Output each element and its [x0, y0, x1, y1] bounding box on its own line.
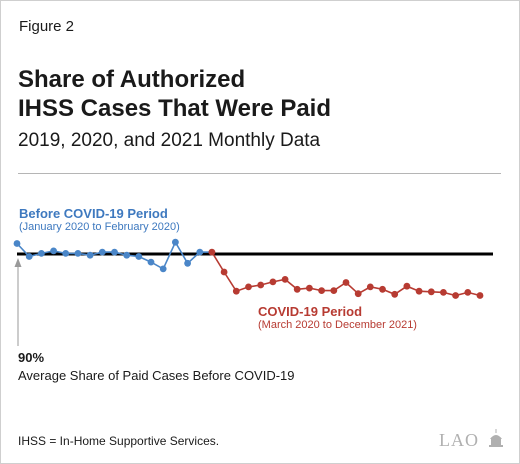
lao-logo: LAO [439, 429, 503, 450]
svg-text:LAO: LAO [439, 430, 479, 450]
before-covid-point [172, 238, 179, 246]
line-chart [13, 238, 493, 346]
covid-period-point [245, 283, 252, 291]
before-period-label: Before COVID-19 Period [19, 206, 168, 221]
covid-period-point [281, 276, 289, 283]
before-covid-point [196, 248, 204, 256]
covid-period-point [306, 284, 313, 292]
covid-period-range: (March 2020 to December 2021) [258, 319, 417, 331]
before-covid-point [62, 250, 70, 257]
covid-period-point [220, 268, 228, 276]
covid-period-point [342, 279, 350, 286]
covid-period-series [208, 248, 484, 299]
covid-period-line [211, 251, 481, 297]
before-covid-point [159, 265, 167, 273]
title-line-2: IHSS Cases That Were Paid [18, 95, 332, 122]
covid-period-point [293, 285, 301, 293]
before-covid-point [98, 248, 106, 256]
covid-period-point [391, 290, 399, 298]
before-covid-point [147, 258, 155, 266]
chart-subtitle: 2019, 2020, and 2021 Monthly Data [18, 130, 321, 151]
before-covid-point [38, 250, 45, 257]
covid-period-point [464, 289, 472, 296]
before-covid-line [16, 240, 201, 271]
before-covid-point [13, 240, 21, 247]
figure-label: Figure 2 [19, 18, 75, 35]
reference-arrow [14, 258, 22, 346]
before-covid-point [184, 259, 192, 267]
before-covid-series [13, 238, 204, 273]
covid-period-point [440, 289, 447, 296]
covid-period-point [318, 287, 325, 294]
covid-period-point [452, 292, 459, 299]
before-covid-point [86, 251, 94, 259]
covid-period-point [415, 287, 423, 295]
title-divider [18, 173, 501, 174]
before-covid-point [135, 253, 143, 260]
before-covid-point [50, 247, 57, 255]
covid-period-point [403, 282, 411, 290]
covid-period-label: COVID-19 Period [258, 304, 363, 319]
covid-period-point [427, 288, 435, 296]
covid-period-point [330, 287, 338, 294]
covid-period-point [379, 285, 386, 293]
covid-period-point [476, 292, 484, 299]
footnote: IHSS = In-Home Supportive Services. [18, 434, 220, 448]
chart-title: Share of Authorized IHSS Cases That Were… [18, 65, 488, 123]
before-covid-point [111, 248, 118, 256]
before-covid-point [25, 253, 33, 260]
covid-period-point [208, 248, 216, 256]
before-period-range: (January 2020 to February 2020) [19, 221, 180, 233]
covid-period-point [232, 287, 240, 295]
covid-period-point [257, 281, 265, 289]
reference-value: 90% [18, 350, 45, 365]
covid-period-point [269, 278, 277, 286]
reference-label: Average Share of Paid Cases Before COVID… [18, 368, 295, 383]
title-line-1: Share of Authorized [18, 66, 246, 93]
covid-period-point [366, 283, 374, 291]
before-covid-point [74, 250, 82, 257]
covid-period-point [354, 290, 362, 298]
before-covid-point [123, 251, 131, 259]
series-layer [13, 238, 484, 299]
capitol-dome-icon [489, 429, 503, 447]
